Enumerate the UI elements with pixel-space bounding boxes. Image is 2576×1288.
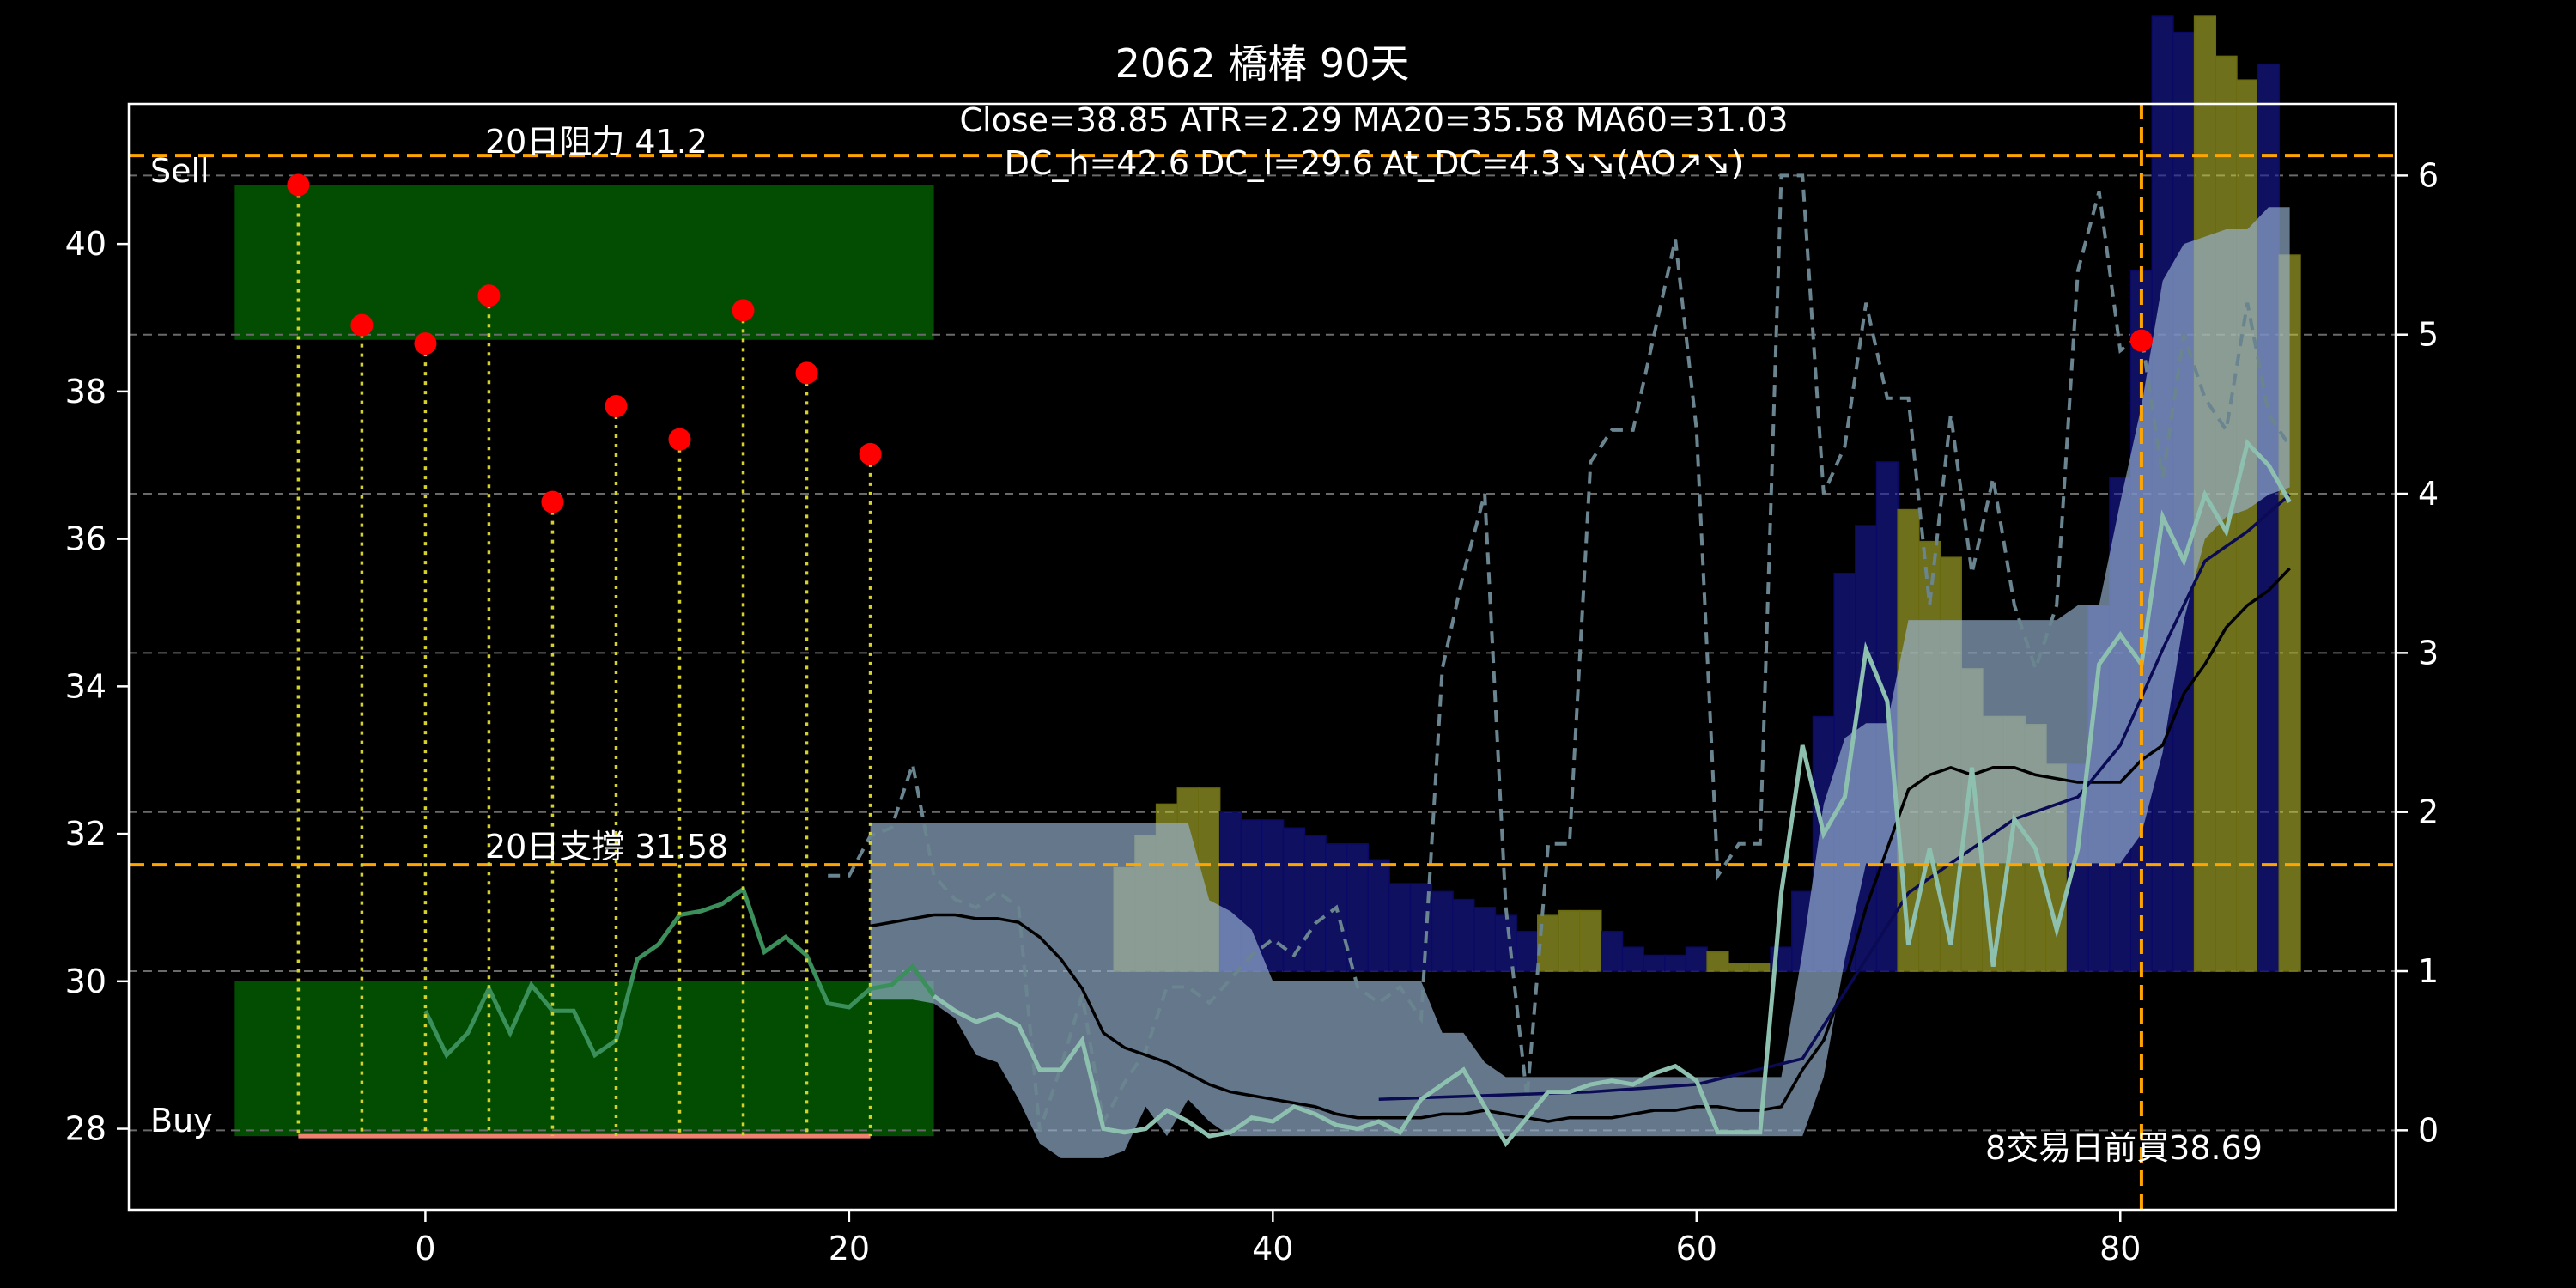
volume-bar bbox=[1261, 819, 1285, 972]
volume-bar bbox=[1601, 930, 1624, 972]
y-tick-label: 30 bbox=[65, 963, 106, 1000]
red-marker bbox=[477, 284, 501, 307]
levels-layer bbox=[129, 104, 2396, 1210]
x-tick-label: 40 bbox=[1252, 1230, 1293, 1267]
plot-frame bbox=[127, 102, 2397, 1212]
volume-bar bbox=[1664, 954, 1687, 972]
price-line-late bbox=[933, 438, 2292, 1148]
y-tick-label: 32 bbox=[65, 815, 106, 853]
sell-zone bbox=[234, 185, 934, 340]
volume-bar bbox=[1303, 835, 1327, 972]
y-tick-label: 28 bbox=[65, 1110, 106, 1148]
y-right-tick-label: 6 bbox=[2418, 156, 2439, 194]
red-marker bbox=[414, 332, 437, 355]
red-marker bbox=[859, 442, 882, 465]
event-label: 8交易日前買38.69 bbox=[1985, 1129, 2263, 1167]
buy-zone bbox=[234, 981, 934, 1137]
volume-bar bbox=[1748, 962, 1771, 972]
y-tick-label: 40 bbox=[65, 225, 106, 263]
volume-bar bbox=[1473, 907, 1497, 972]
red-marker bbox=[668, 428, 691, 451]
volume-bar bbox=[1388, 883, 1412, 972]
zone-layer bbox=[234, 185, 934, 1137]
red-marker bbox=[287, 173, 310, 197]
volume-bar bbox=[1706, 951, 1729, 972]
indicator-dashed-line bbox=[828, 173, 2292, 1131]
red-marker bbox=[732, 299, 755, 322]
volume-bar bbox=[1346, 843, 1370, 972]
red-marker bbox=[350, 313, 374, 337]
band-tint bbox=[870, 207, 2290, 1158]
x-tick-label: 80 bbox=[2099, 1230, 2141, 1267]
y-tick-label: 38 bbox=[65, 373, 106, 410]
y-right-tick-label: 1 bbox=[2418, 952, 2439, 990]
y-tick-label: 34 bbox=[65, 667, 106, 705]
volume-bar bbox=[1494, 914, 1517, 972]
x-tick-label: 0 bbox=[415, 1230, 435, 1267]
volume-bar bbox=[1728, 962, 1751, 972]
y-right-tick-label: 0 bbox=[2418, 1111, 2439, 1149]
volume-bar bbox=[1367, 859, 1390, 972]
x-tick-label: 20 bbox=[829, 1230, 870, 1267]
volume-bar bbox=[1516, 930, 1539, 972]
volume-bar bbox=[1685, 946, 1708, 972]
volume-bar bbox=[1558, 909, 1581, 972]
series-layer bbox=[423, 173, 2292, 1148]
red-marker bbox=[795, 361, 818, 385]
bollinger-band bbox=[870, 207, 2290, 1158]
chart-title: 2062 橋椿 90天 bbox=[1115, 40, 1410, 87]
info-line-2: DC_h=42.6 DC_l=29.6 At_DC=4.3↘↘(AO↗↘) bbox=[1005, 144, 1744, 182]
bollinger-layer bbox=[870, 207, 2290, 1158]
red-marker bbox=[541, 490, 564, 513]
volume-bar bbox=[1431, 890, 1454, 972]
volume-bar bbox=[1452, 898, 1475, 972]
marker-layer bbox=[287, 173, 2153, 1137]
ma20-line bbox=[870, 567, 2291, 1123]
sell-zone-label: Sell bbox=[150, 152, 210, 190]
x-tick-label: 60 bbox=[1676, 1230, 1717, 1267]
info-line-1: Close=38.85 ATR=2.29 MA20=35.58 MA60=31.… bbox=[959, 101, 1788, 139]
y-right-tick-label: 4 bbox=[2418, 475, 2439, 513]
event-marker bbox=[2129, 329, 2153, 352]
y-tick-label: 36 bbox=[65, 520, 106, 558]
resistance-label: 20日阻力 41.2 bbox=[485, 123, 708, 161]
volume-bar bbox=[1579, 909, 1602, 972]
support-label: 20日支撐 31.58 bbox=[485, 828, 728, 866]
volume-bar bbox=[1643, 954, 1666, 972]
buy-zone-label: Buy bbox=[150, 1102, 213, 1139]
y-right-tick-label: 2 bbox=[2418, 793, 2439, 831]
red-marker bbox=[605, 395, 628, 418]
y-right-tick-label: 5 bbox=[2418, 316, 2439, 354]
volume-bar bbox=[1621, 946, 1644, 972]
y-right-tick-label: 3 bbox=[2418, 634, 2439, 671]
